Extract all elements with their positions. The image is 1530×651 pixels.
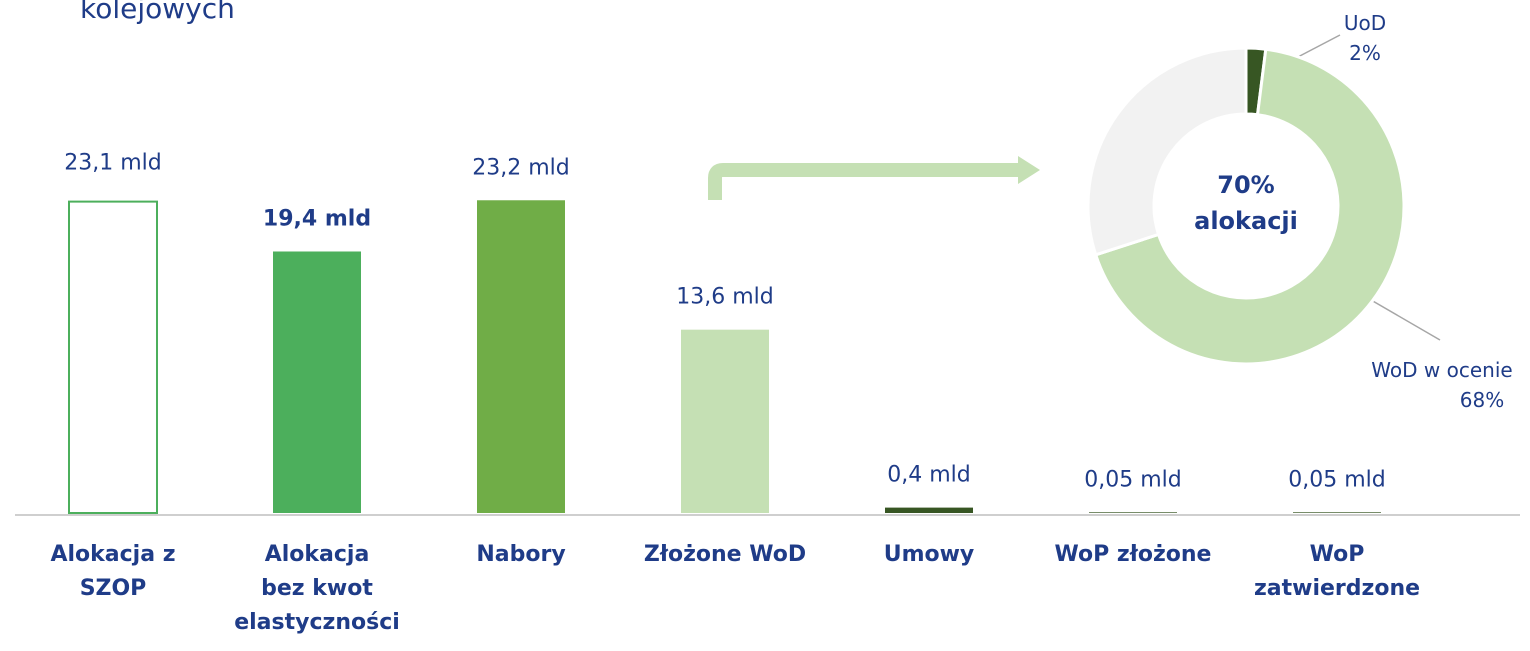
value-label: 0,4 mld bbox=[887, 463, 971, 488]
arrow-head bbox=[1018, 156, 1040, 184]
bar bbox=[1089, 512, 1177, 513]
donut-slice bbox=[1093, 47, 1406, 366]
value-label: 0,05 mld bbox=[1288, 467, 1386, 492]
slice-value-label: 68% bbox=[1459, 388, 1505, 412]
value-label: 23,2 mld bbox=[472, 155, 570, 180]
value-label: 13,6 mld bbox=[676, 285, 774, 310]
slice-value-label: 2% bbox=[1349, 41, 1381, 65]
x-tick-label: Umowy bbox=[883, 542, 975, 567]
bar bbox=[68, 200, 158, 514]
x-tick-label: Nabory bbox=[476, 542, 566, 567]
x-tick-label: Alokacja bez kwot elastyczności bbox=[234, 542, 400, 635]
bar bbox=[681, 329, 769, 513]
bar bbox=[885, 507, 973, 513]
value-label: 23,1 mld bbox=[64, 151, 162, 176]
x-tick-label: WoP złożone bbox=[1054, 542, 1212, 567]
bar bbox=[477, 200, 565, 513]
bar bbox=[273, 251, 361, 513]
x-tick-label: Złożone WoD bbox=[643, 542, 807, 567]
x-tick-label: Alokacja z SZOP bbox=[50, 542, 176, 601]
arrow bbox=[708, 163, 1020, 200]
x-tick-label: WoP zatwierdzone bbox=[1253, 542, 1421, 601]
bar bbox=[1293, 512, 1381, 513]
value-label: 0,05 mld bbox=[1084, 467, 1182, 492]
slice-name: WoD w ocenie bbox=[1371, 358, 1513, 382]
donut-slice bbox=[1086, 46, 1248, 257]
slice-name: UoD bbox=[1343, 11, 1387, 35]
center-value-label: 70% bbox=[1217, 171, 1274, 199]
center-text: alokacji bbox=[1194, 207, 1298, 235]
value-label: 19,4 mld bbox=[263, 206, 371, 231]
title: kolejowych bbox=[80, 0, 235, 25]
